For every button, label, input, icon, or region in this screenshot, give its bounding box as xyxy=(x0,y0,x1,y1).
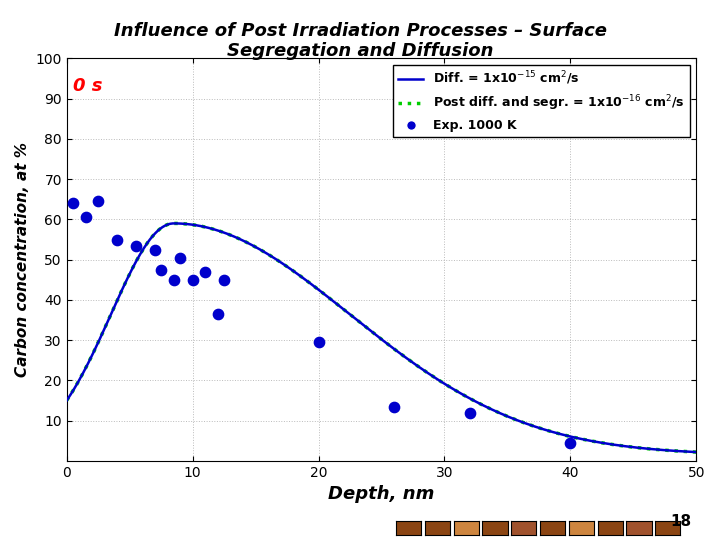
Point xyxy=(199,267,211,276)
Legend: Diff. = 1x10$^{-15}$ cm$^2$/s, Post diff. and segr. = 1x10$^{-16}$ cm$^2$/s, Exp: Diff. = 1x10$^{-15}$ cm$^2$/s, Post diff… xyxy=(393,65,690,137)
Point xyxy=(92,197,104,206)
Point xyxy=(112,235,123,244)
Point xyxy=(130,241,142,250)
Point xyxy=(156,265,167,274)
Text: 0 s: 0 s xyxy=(73,77,102,94)
Y-axis label: Carbon concentration, at %: Carbon concentration, at % xyxy=(15,142,30,377)
Point xyxy=(168,275,179,284)
Point xyxy=(388,402,400,411)
Point xyxy=(68,199,79,207)
Point xyxy=(187,275,199,284)
Text: Influence of Post Irradiation Processes – Surface
Segregation and Diffusion: Influence of Post Irradiation Processes … xyxy=(114,22,606,60)
Point xyxy=(564,438,576,447)
Point xyxy=(212,309,224,318)
Point xyxy=(312,338,324,347)
Point xyxy=(80,213,91,222)
Text: 18: 18 xyxy=(670,514,691,529)
Point xyxy=(218,275,230,284)
Point xyxy=(149,245,161,254)
Point xyxy=(464,408,475,417)
X-axis label: Depth, nm: Depth, nm xyxy=(328,485,435,503)
Point xyxy=(174,253,186,262)
